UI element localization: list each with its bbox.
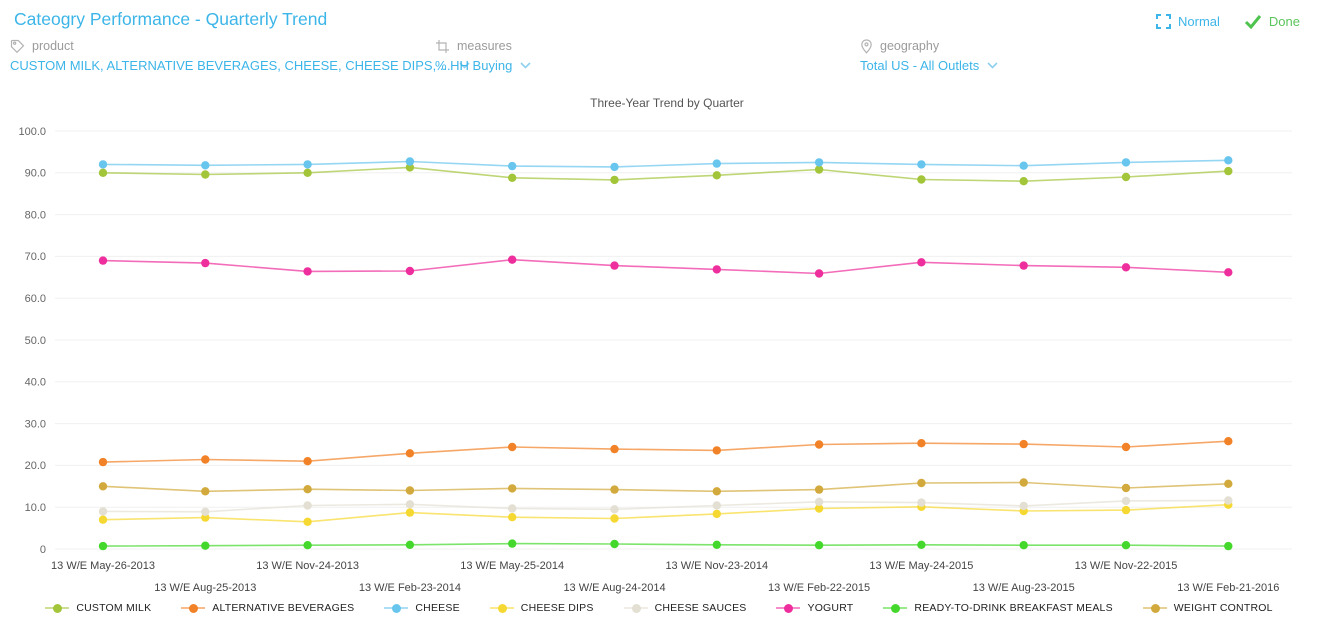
check-icon <box>1244 14 1262 29</box>
svg-text:13 W/E May-26-2013: 13 W/E May-26-2013 <box>51 560 155 572</box>
legend-label: YOGURT <box>807 602 854 614</box>
measures-dropdown[interactable]: % HH Buying <box>435 58 531 73</box>
svg-text:13 W/E Nov-22-2015: 13 W/E Nov-22-2015 <box>1075 560 1178 572</box>
chart-svg: 100.0 90.0 80.0 70.0 60.0 50.0 40.0 30.0 20.0 10.… <box>18 126 1292 594</box>
svg-text:13 W/E Feb-21-2016: 13 W/E Feb-21-2016 <box>1177 582 1279 594</box>
legend-marker-icon <box>776 603 801 613</box>
chart-title: Three-Year Trend by Quarter <box>590 96 744 110</box>
header-actions: Normal Done <box>1156 14 1300 29</box>
svg-text:80.0: 80.0 <box>25 209 46 221</box>
legend-item[interactable]: CUSTOM MILK <box>45 602 151 614</box>
svg-text:90.0: 90.0 <box>25 168 46 180</box>
legend-marker-icon <box>384 603 409 613</box>
chart-legend: CUSTOM MILK ALTERNATIVE BEVERAGES CHEESE CH… <box>0 602 1318 614</box>
done-button[interactable]: Done <box>1244 14 1300 29</box>
svg-text:20.0: 20.0 <box>25 460 46 472</box>
svg-text:13 W/E Aug-24-2014: 13 W/E Aug-24-2014 <box>563 582 665 594</box>
measure-crop-icon <box>435 39 450 54</box>
legend-marker-icon <box>623 603 648 613</box>
svg-text:50.0: 50.0 <box>25 335 46 347</box>
svg-text:13 W/E May-25-2014: 13 W/E May-25-2014 <box>460 560 564 572</box>
legend-label: CHEESE DIPS <box>520 602 594 614</box>
legend-label: WEIGHT CONTROL <box>1173 602 1273 614</box>
normal-label: Normal <box>1178 14 1220 29</box>
legend-label: ALTERNATIVE BEVERAGES <box>212 602 355 614</box>
geography-filter-label: geography <box>860 38 998 54</box>
svg-text:30.0: 30.0 <box>25 418 46 430</box>
legend-label: CHEESE SAUCES <box>654 602 747 614</box>
svg-text:70.0: 70.0 <box>25 251 46 263</box>
measures-filter-label: measures <box>435 38 531 54</box>
measures-filter: measures % HH Buying <box>435 38 531 73</box>
legend-marker-icon <box>181 603 206 613</box>
legend-item[interactable]: CHEESE SAUCES <box>623 602 747 614</box>
svg-text:13 W/E Aug-25-2013: 13 W/E Aug-25-2013 <box>154 582 256 594</box>
svg-text:100.0: 100.0 <box>18 126 46 138</box>
tag-icon <box>10 39 25 54</box>
legend-marker-icon <box>489 603 514 613</box>
legend-label: CHEESE <box>415 602 460 614</box>
legend-marker-icon <box>45 603 70 613</box>
chevron-down-icon <box>987 62 998 69</box>
svg-text:0: 0 <box>40 544 46 556</box>
location-pin-icon <box>860 38 873 54</box>
legend-item[interactable]: ALTERNATIVE BEVERAGES <box>181 602 354 614</box>
svg-text:13 W/E Feb-23-2014: 13 W/E Feb-23-2014 <box>359 582 461 594</box>
trend-chart: 100.0 90.0 80.0 70.0 60.0 50.0 40.0 30.0 20.0 10.… <box>0 115 1318 600</box>
chevron-down-icon <box>459 62 470 69</box>
geography-filter: geography Total US - All Outlets <box>860 38 998 73</box>
product-filter: product CUSTOM MILK, ALTERNATIVE BEVERAG… <box>10 38 470 73</box>
product-dropdown[interactable]: CUSTOM MILK, ALTERNATIVE BEVERAGES, CHEE… <box>10 58 470 73</box>
legend-item[interactable]: READY-TO-DRINK BREAKFAST MEALS <box>883 602 1113 614</box>
svg-text:13 W/E May-24-2015: 13 W/E May-24-2015 <box>869 560 973 572</box>
legend-item[interactable]: CHEESE <box>384 602 460 614</box>
legend-item[interactable]: YOGURT <box>776 602 853 614</box>
expand-icon <box>1156 14 1172 29</box>
normal-view-button[interactable]: Normal <box>1156 14 1220 29</box>
svg-text:60.0: 60.0 <box>25 293 46 305</box>
svg-text:13 W/E Feb-22-2015: 13 W/E Feb-22-2015 <box>768 582 870 594</box>
legend-marker-icon <box>1142 603 1167 613</box>
chevron-down-icon <box>520 62 531 69</box>
legend-item[interactable]: WEIGHT CONTROL <box>1142 602 1273 614</box>
svg-text:13 W/E Nov-23-2014: 13 W/E Nov-23-2014 <box>665 560 768 572</box>
legend-marker-icon <box>883 603 908 613</box>
svg-text:40.0: 40.0 <box>25 377 46 389</box>
done-label: Done <box>1268 14 1300 29</box>
svg-text:10.0: 10.0 <box>25 502 46 514</box>
legend-label: CUSTOM MILK <box>76 602 152 614</box>
page-title: Cateogry Performance - Quarterly Trend <box>14 9 328 29</box>
svg-text:13 W/E Nov-24-2013: 13 W/E Nov-24-2013 <box>256 560 359 572</box>
geography-dropdown[interactable]: Total US - All Outlets <box>860 58 998 73</box>
legend-item[interactable]: CHEESE DIPS <box>489 602 594 614</box>
legend-label: READY-TO-DRINK BREAKFAST MEALS <box>914 602 1113 614</box>
product-filter-label: product <box>10 38 470 54</box>
svg-text:13 W/E Aug-23-2015: 13 W/E Aug-23-2015 <box>973 582 1075 594</box>
